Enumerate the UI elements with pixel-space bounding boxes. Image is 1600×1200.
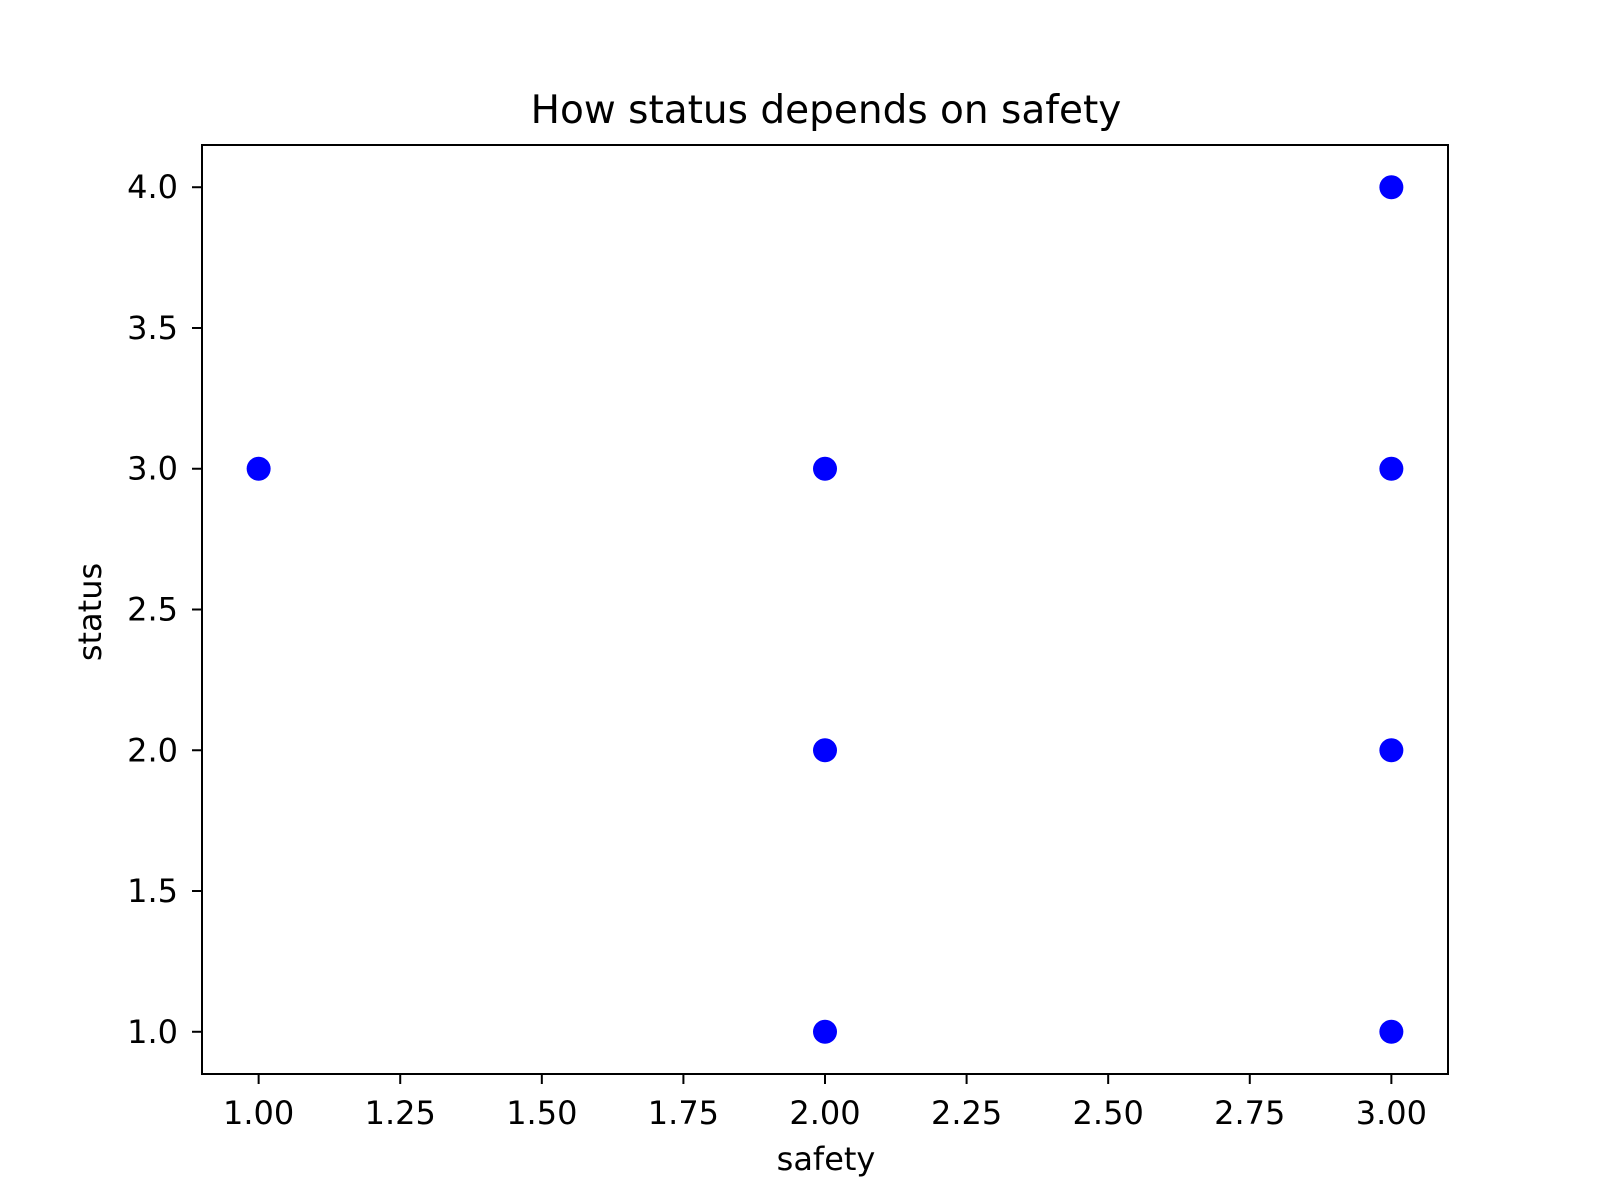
scatter-points bbox=[246, 175, 1404, 1044]
scatter-point bbox=[1379, 738, 1404, 763]
y-tick-label: 2.0 bbox=[127, 731, 178, 769]
x-tick-label: 1.75 bbox=[648, 1094, 719, 1132]
scatter-point bbox=[813, 456, 837, 481]
x-tick-label: 1.50 bbox=[506, 1094, 577, 1132]
chart-title: How status depends on safety bbox=[531, 88, 1122, 133]
x-tick-label: 2.25 bbox=[931, 1094, 1002, 1132]
y-axis-title: status bbox=[71, 563, 109, 661]
y-axis: 1.0 1.5 2.0 2.5 3.0 3.5 4.0 bbox=[127, 168, 202, 1051]
x-tick-label: 2.00 bbox=[789, 1094, 860, 1132]
scatter-point bbox=[1379, 175, 1404, 200]
y-tick-label: 2.5 bbox=[127, 591, 178, 629]
y-tick-label: 3.5 bbox=[127, 309, 178, 347]
y-tick-label: 3.0 bbox=[127, 450, 178, 488]
plot-frame bbox=[201, 144, 1449, 1075]
scatter-point bbox=[813, 738, 837, 763]
x-tick-label: 1.00 bbox=[223, 1094, 294, 1132]
scatter-point bbox=[813, 1019, 837, 1044]
y-tick-label: 1.0 bbox=[127, 1013, 178, 1051]
y-tick-label: 1.5 bbox=[127, 872, 178, 910]
scatter-point bbox=[246, 456, 271, 481]
scatter-point bbox=[1379, 1019, 1404, 1044]
x-axis-title: safety bbox=[777, 1140, 876, 1178]
scatter-point bbox=[1379, 456, 1404, 481]
x-tick-label: 3.00 bbox=[1356, 1094, 1427, 1132]
x-axis: 1.00 1.25 1.50 1.75 2.00 2.25 2.50 2.75 3.00 bbox=[223, 1074, 1427, 1132]
x-tick-label: 1.25 bbox=[365, 1094, 436, 1132]
y-tick-label: 4.0 bbox=[127, 168, 178, 206]
x-tick-label: 2.50 bbox=[1073, 1094, 1144, 1132]
x-tick-label: 2.75 bbox=[1214, 1094, 1285, 1132]
